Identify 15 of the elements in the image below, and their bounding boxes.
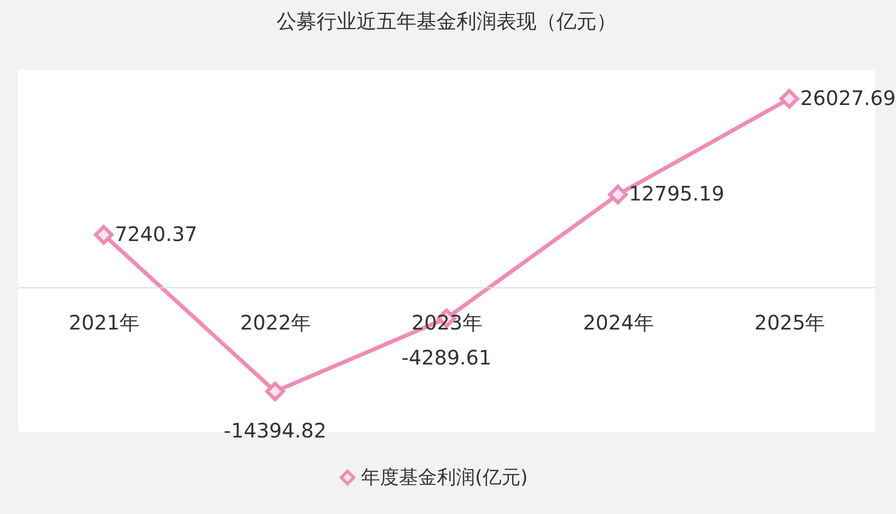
point bbox=[779, 88, 800, 109]
chart-title: 公募行业近五年基金利润表现（亿元） bbox=[276, 9, 616, 33]
x-tick-label: 2021年 bbox=[68, 310, 140, 335]
data-label: 26027.69 bbox=[800, 86, 896, 110]
data-label: 7240.37 bbox=[114, 222, 198, 246]
data-label: -14394.82 bbox=[224, 418, 326, 442]
point bbox=[265, 382, 285, 402]
legend-label: 年度基金利润(亿元) bbox=[361, 466, 528, 488]
point bbox=[94, 224, 114, 245]
x-tick-label: 2024年 bbox=[582, 310, 654, 335]
point bbox=[608, 184, 628, 204]
x-tick-label: 2025年 bbox=[754, 310, 826, 335]
x-tick-label: 2022年 bbox=[240, 310, 312, 335]
data-label: 12795.19 bbox=[628, 182, 724, 206]
data-label: -4289.61 bbox=[402, 345, 492, 370]
